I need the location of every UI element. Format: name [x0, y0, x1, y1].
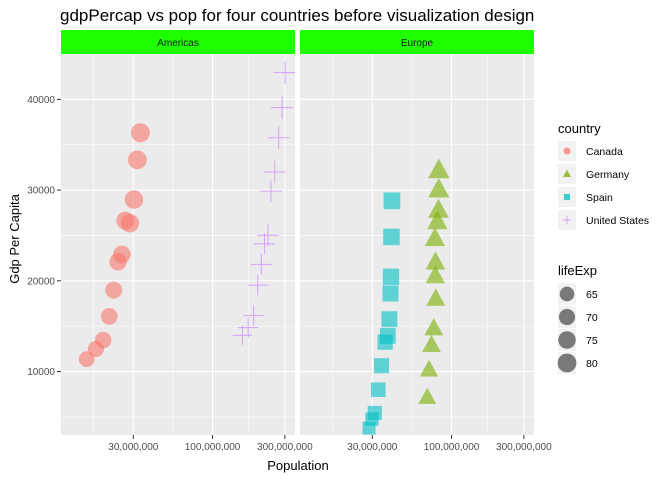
legend-label-spain: Spain — [586, 192, 613, 204]
y-tick-label: 30000 — [27, 186, 55, 197]
data-point-united-states — [253, 233, 276, 255]
data-point-spain — [381, 311, 398, 328]
data-point-spain — [382, 285, 399, 302]
data-point-canada — [124, 190, 144, 209]
data-point-united-states — [243, 305, 264, 326]
data-point-spain — [370, 382, 386, 398]
legend-size-marker — [558, 331, 576, 349]
x-tick-label: 300,000,000 — [257, 442, 313, 453]
data-point-germany — [424, 227, 446, 247]
data-point-germany — [427, 210, 448, 230]
data-point-canada — [130, 123, 150, 143]
x-axis: 30,000,000 100,000,000 300,000,000 30,000,0… — [108, 435, 552, 453]
x-tick-label: 300,000,000 — [496, 442, 552, 453]
facet-strip-label: Europe — [401, 38, 434, 49]
data-point-germany — [428, 178, 450, 198]
data-point-united-states — [267, 126, 290, 149]
legend-size-marker — [557, 353, 577, 373]
x-tick-label: 30,000,000 — [108, 442, 158, 453]
legend-label-canada: Canada — [586, 146, 623, 158]
panel-americas: Americas — [61, 30, 295, 435]
data-point-spain — [379, 328, 396, 344]
data-point-spain — [374, 358, 390, 374]
legend-size-marker — [558, 308, 576, 326]
panel-europe: Europe — [300, 30, 534, 435]
data-point-united-states — [273, 61, 295, 84]
y-axis-title: Gdp Per Capita — [7, 193, 22, 283]
data-point-germany — [425, 251, 446, 270]
legend-marker-spain — [563, 193, 571, 201]
facet-strip — [300, 30, 534, 54]
legend-country-title: country — [558, 121, 601, 136]
facet-strip — [61, 30, 295, 54]
chart-title: gdpPercap vs pop for four countries befo… — [60, 6, 534, 25]
data-point-united-states — [251, 254, 272, 275]
data-point-germany — [422, 334, 441, 353]
data-point-germany — [418, 387, 437, 404]
data-point-spain — [367, 405, 382, 421]
y-axis: 10000 20000 30000 40000 — [27, 95, 61, 378]
data-point-united-states — [247, 274, 268, 296]
data-point-germany — [426, 288, 446, 306]
data-point-spain — [383, 192, 401, 210]
y-tick-label: 10000 — [27, 367, 55, 378]
data-point-canada — [112, 245, 131, 264]
data-point-united-states — [238, 317, 259, 338]
x-axis-title: Population — [267, 458, 328, 473]
x-tick-label: 30,000,000 — [347, 442, 397, 453]
data-point-spain — [383, 228, 400, 246]
data-point-canada — [100, 307, 118, 325]
legend-size-label: 80 — [586, 358, 598, 370]
data-point-germany — [428, 198, 449, 218]
data-point-germany — [425, 265, 446, 284]
data-point-canada — [127, 150, 147, 170]
legend-marker-germany — [562, 169, 572, 177]
legend-label-germany: Germany — [586, 169, 630, 181]
y-tick-label: 40000 — [27, 95, 55, 106]
legend-marker-canada — [563, 147, 571, 155]
legend-size-label: 65 — [586, 289, 598, 301]
panel-background — [300, 54, 534, 435]
x-tick-label: 100,000,000 — [185, 442, 241, 453]
data-point-germany — [428, 158, 450, 179]
legend-size-label: 70 — [586, 312, 598, 324]
data-point-united-states — [270, 96, 294, 119]
legend-marker-united-states — [562, 215, 572, 225]
data-point-germany — [424, 318, 444, 336]
legend-lifeexp: lifeExp 65 70 75 80 — [557, 263, 598, 374]
x-tick-label: 100,000,000 — [424, 442, 480, 453]
data-point-germany — [419, 359, 439, 377]
data-point-canada — [78, 351, 95, 368]
data-point-canada — [94, 331, 112, 349]
panel-background — [61, 54, 295, 435]
data-point-united-states — [263, 160, 286, 183]
data-point-canada — [120, 214, 140, 233]
data-point-united-states — [260, 180, 282, 203]
legend-lifeexp-title: lifeExp — [558, 263, 597, 278]
data-point-canada — [105, 281, 123, 299]
data-point-united-states — [257, 224, 279, 247]
legend-country: country Canada Germany Spain United States — [558, 121, 649, 230]
legend-size-label: 75 — [586, 335, 598, 347]
legend-label-united-states: United States — [586, 215, 649, 227]
data-point-spain — [382, 268, 400, 285]
data-point-united-states — [232, 325, 253, 346]
facet-strip-label: Americas — [157, 38, 199, 49]
legend-size-marker — [559, 286, 575, 302]
y-tick-label: 20000 — [27, 276, 55, 287]
